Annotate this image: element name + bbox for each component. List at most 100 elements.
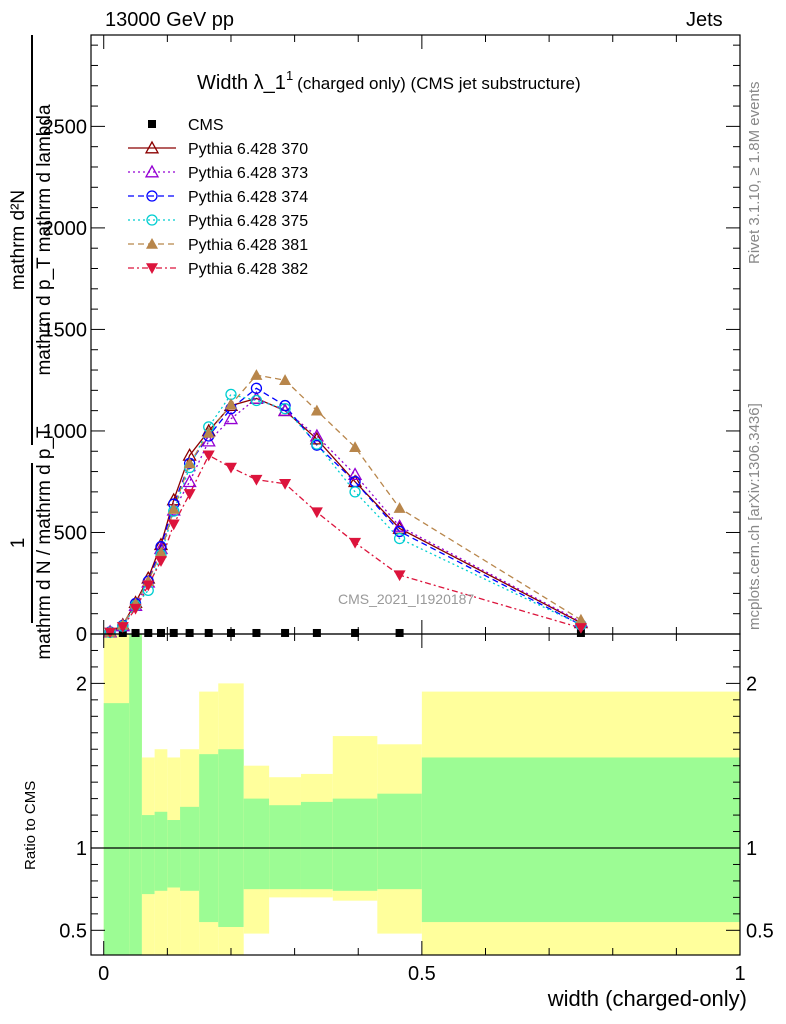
series-6-point (250, 474, 263, 486)
series-6-point (393, 570, 406, 582)
series-6-point (167, 519, 180, 531)
y-tick-label: 1000 (43, 421, 88, 443)
series-5-point (202, 426, 215, 438)
series-6-point (349, 537, 362, 549)
ratio-y-tick-label: 0.5 (59, 920, 87, 942)
y-label-numerator-2: mathrm d²N (8, 189, 29, 291)
series-4-point (279, 402, 291, 415)
series-6-point (104, 627, 117, 639)
series-3-point (250, 382, 263, 394)
mcplots-label: mcplots.cern.ch [arXiv:1306.3436] (746, 403, 763, 630)
y-label-numerator-1: 1 (8, 537, 29, 549)
series-6-point (310, 507, 323, 519)
ratio-green-band (243, 798, 270, 890)
legend-marker-3 (146, 190, 158, 202)
ratio-bands (91, 634, 740, 955)
series-0-point (252, 628, 261, 637)
y-tick-label: 500 (54, 522, 87, 544)
ratio-y-tick-label: 1 (746, 838, 757, 860)
series-0-point (131, 628, 140, 637)
energy-label: 13000 GeV pp (105, 9, 234, 31)
legend-label-3: Pythia 6.428 374 (188, 189, 308, 206)
ratio-frame (90, 633, 741, 956)
legend-marker-6 (146, 263, 158, 274)
series-0-point (118, 628, 127, 637)
plot-frames (90, 34, 741, 956)
ratio-green-band (377, 793, 422, 890)
series-6-point (142, 580, 155, 592)
data-markers (102, 369, 589, 639)
legend-label-4: Pythia 6.428 375 (188, 213, 308, 230)
y-tick-label: 2000 (43, 218, 88, 240)
legend-label-6: Pythia 6.428 382 (188, 261, 308, 278)
series-2-point (309, 428, 324, 442)
jets-label: Jets (686, 9, 723, 31)
x-tick-label: 0 (98, 963, 109, 985)
ratio-y-tick-label: 1 (76, 838, 87, 860)
series-0-point (204, 628, 213, 637)
series-0-point (395, 628, 404, 637)
ratio-y-label: Ratio to CMS (22, 780, 39, 870)
x-tick-label: 0.5 (408, 963, 436, 985)
series-6-point (154, 556, 167, 567)
series-4-point (250, 394, 263, 407)
y-tick-label: 2500 (43, 116, 88, 138)
series-4-point (349, 486, 361, 498)
series-6-point (116, 622, 129, 633)
series-0-point (144, 628, 153, 637)
ratio-y-tick-label: 2 (746, 673, 757, 695)
series-2-point (249, 391, 264, 404)
series-4-point (393, 532, 406, 545)
series-6-point (183, 489, 196, 500)
y-axis-label-top: 1 mathrm d N / mathrm d p_T mathrm d²N m… (8, 30, 56, 660)
series-2-point (347, 467, 363, 481)
y-label-denominator-2: mathrm d p_T mathrm d lambda (34, 104, 55, 376)
series-6-point (224, 462, 237, 474)
ratio-green-band (154, 811, 168, 891)
x-tick-label: 1 (734, 963, 745, 985)
series-5-point (224, 398, 237, 410)
series-2-point (223, 411, 239, 425)
legend-label-1: Pythia 6.428 370 (188, 141, 308, 158)
ratio-green-band (300, 801, 333, 890)
y-tick-label: 1500 (43, 319, 88, 341)
series-1-point (309, 431, 324, 445)
ratio-green-band (141, 815, 155, 895)
ratio-y-tick-label: 0.5 (746, 920, 774, 942)
series-0-point (281, 628, 290, 637)
legend-marker-1 (144, 140, 160, 154)
series-3-point (393, 525, 406, 538)
ratio-green-band (180, 806, 200, 891)
series-4-point (225, 388, 237, 401)
legend: CMS Pythia 6.428 370 Pythia 6.428 373 Pythi… (128, 117, 308, 278)
series-5-point (154, 546, 167, 558)
legend-label-0: CMS (188, 117, 224, 134)
series-5-point (279, 374, 292, 385)
series-5-point (310, 404, 323, 416)
legend-marker-4 (146, 214, 158, 226)
series-6-point (129, 603, 142, 615)
ratio-green-band (167, 820, 181, 888)
series-5-point (250, 369, 263, 380)
ratio-green-band (218, 749, 244, 928)
ratio-green-band (332, 798, 378, 891)
series-5-point (393, 502, 406, 513)
series-4-point (311, 438, 323, 450)
series-0-point (185, 628, 194, 637)
series-0-point (312, 628, 321, 637)
series-6-point (202, 450, 215, 462)
series-5-point (167, 503, 180, 514)
series-0-point (169, 628, 178, 637)
ratio-green-band (199, 754, 219, 923)
ratio-y-tick-label: 2 (76, 673, 87, 695)
y-tick-label: 0 (76, 624, 87, 646)
series-0-point (351, 628, 360, 637)
series-6-point (279, 478, 292, 490)
ratio-green-band (421, 757, 740, 923)
series-0-point (156, 628, 165, 637)
series-5-point (574, 613, 587, 625)
series-5-point (183, 457, 196, 469)
watermark: CMS_2021_I1920187 (338, 591, 474, 607)
